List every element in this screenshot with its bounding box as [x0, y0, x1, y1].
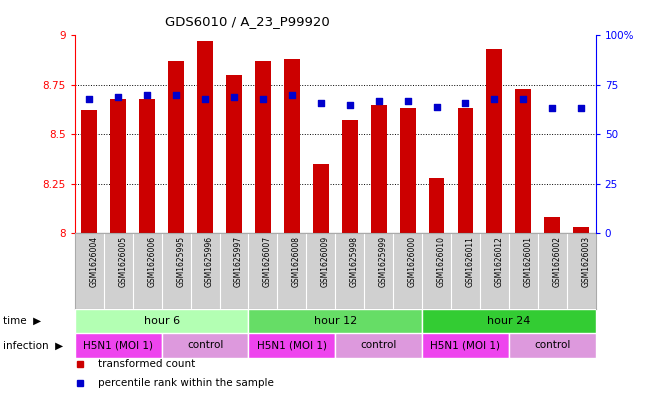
- Point: [432, 103, 442, 110]
- Text: GSM1625997: GSM1625997: [234, 236, 243, 287]
- Bar: [400, 108, 415, 233]
- Bar: [249, 309, 422, 333]
- Bar: [255, 61, 271, 233]
- Point: [374, 97, 384, 104]
- Text: GDS6010 / A_23_P99920: GDS6010 / A_23_P99920: [165, 15, 330, 28]
- Text: hour 6: hour 6: [144, 316, 180, 326]
- Text: GSM1626009: GSM1626009: [321, 236, 330, 287]
- Point: [258, 95, 268, 102]
- Point: [113, 94, 124, 100]
- Text: GSM1626001: GSM1626001: [523, 236, 533, 287]
- Bar: [370, 105, 387, 233]
- Text: GSM1625999: GSM1625999: [379, 236, 387, 287]
- Bar: [81, 110, 97, 233]
- Point: [286, 92, 297, 98]
- Bar: [139, 99, 155, 233]
- Bar: [422, 309, 596, 333]
- Text: GSM1626000: GSM1626000: [408, 236, 417, 287]
- Bar: [284, 59, 300, 233]
- Bar: [168, 61, 184, 233]
- Text: hour 24: hour 24: [487, 316, 531, 326]
- Text: time  ▶: time ▶: [3, 316, 42, 326]
- Point: [200, 95, 210, 102]
- Point: [518, 95, 529, 102]
- Bar: [161, 333, 249, 358]
- Text: H5N1 (MOI 1): H5N1 (MOI 1): [257, 340, 327, 351]
- Text: GSM1626011: GSM1626011: [465, 236, 475, 287]
- Point: [547, 105, 557, 112]
- Point: [142, 92, 152, 98]
- Bar: [509, 333, 596, 358]
- Bar: [75, 333, 161, 358]
- Text: GSM1626004: GSM1626004: [89, 236, 98, 287]
- Bar: [428, 178, 445, 233]
- Bar: [226, 75, 242, 233]
- Text: GSM1626002: GSM1626002: [552, 236, 561, 287]
- Bar: [249, 333, 335, 358]
- Text: GSM1626012: GSM1626012: [494, 236, 503, 287]
- Text: transformed count: transformed count: [98, 359, 195, 369]
- Point: [344, 101, 355, 108]
- Text: GSM1625996: GSM1625996: [205, 236, 214, 287]
- Point: [402, 97, 413, 104]
- Text: GSM1626006: GSM1626006: [147, 236, 156, 287]
- Bar: [486, 49, 503, 233]
- Point: [489, 95, 499, 102]
- Bar: [516, 89, 531, 233]
- Bar: [544, 217, 561, 233]
- Text: GSM1626007: GSM1626007: [263, 236, 272, 287]
- Text: GSM1626005: GSM1626005: [118, 236, 127, 287]
- Bar: [313, 164, 329, 233]
- Bar: [335, 333, 422, 358]
- Text: GSM1626008: GSM1626008: [292, 236, 301, 287]
- Point: [576, 105, 587, 112]
- Bar: [110, 99, 126, 233]
- Bar: [422, 333, 509, 358]
- Text: GSM1625995: GSM1625995: [176, 236, 185, 287]
- Bar: [75, 309, 249, 333]
- Text: percentile rank within the sample: percentile rank within the sample: [98, 378, 274, 387]
- Point: [171, 92, 182, 98]
- Text: control: control: [187, 340, 223, 351]
- Bar: [197, 41, 213, 233]
- Bar: [458, 108, 473, 233]
- Text: GSM1626003: GSM1626003: [581, 236, 590, 287]
- Bar: [342, 120, 357, 233]
- Point: [84, 95, 94, 102]
- Text: GSM1626010: GSM1626010: [437, 236, 445, 287]
- Text: H5N1 (MOI 1): H5N1 (MOI 1): [83, 340, 153, 351]
- Text: control: control: [534, 340, 570, 351]
- Text: hour 12: hour 12: [314, 316, 357, 326]
- Point: [316, 99, 326, 106]
- Text: H5N1 (MOI 1): H5N1 (MOI 1): [430, 340, 501, 351]
- Point: [229, 94, 239, 100]
- Text: GSM1625998: GSM1625998: [350, 236, 359, 287]
- Point: [460, 99, 471, 106]
- Text: infection  ▶: infection ▶: [3, 340, 63, 351]
- Bar: [574, 227, 589, 233]
- Text: control: control: [361, 340, 397, 351]
